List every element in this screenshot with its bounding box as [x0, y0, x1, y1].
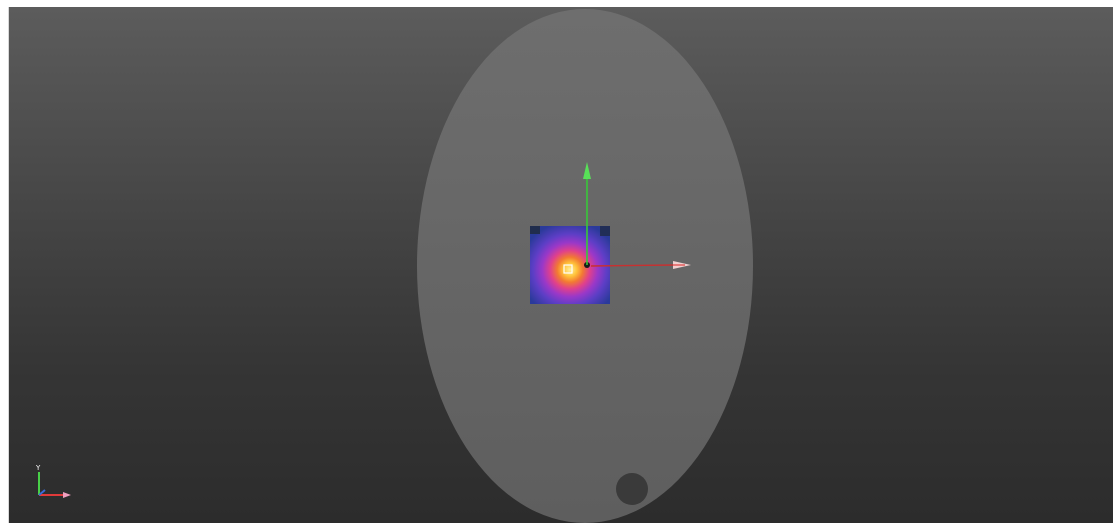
heatmap-patch[interactable]	[530, 226, 610, 304]
triad-y-label: Y	[35, 464, 41, 472]
triad-z-axis	[38, 489, 46, 496]
orientation-triad: Y	[35, 464, 71, 498]
gizmo-x-axis[interactable]	[590, 264, 676, 267]
3d-viewport[interactable]: Y	[8, 7, 1113, 523]
gizmo-y-arrow-icon[interactable]	[583, 162, 591, 179]
disc-hole[interactable]	[616, 473, 648, 505]
transform-gizmo[interactable]	[583, 162, 691, 269]
center-marker-icon[interactable]	[563, 264, 573, 274]
scene-canvas[interactable]: Y	[9, 7, 1113, 523]
